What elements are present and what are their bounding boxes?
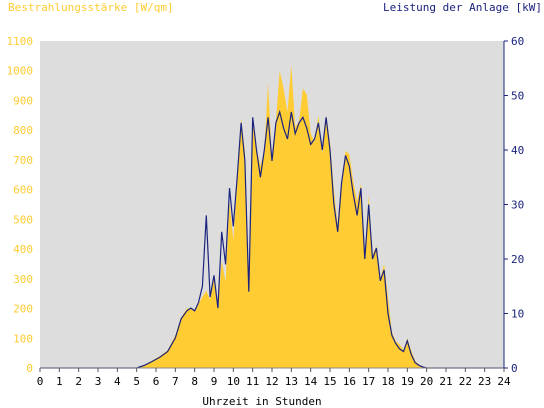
x-tick-label: 15 [323,375,336,388]
right-tick-label: 50 [511,90,524,103]
x-axis-title: Uhrzeit in Stunden [202,395,321,408]
x-tick-label: 22 [459,375,472,388]
x-axis-ticks: 0 1 2 3 4 5 6 7 8 9 10 11 12 13 14 15 16 17 18 19 20 21 22 23 24 [37,368,511,388]
left-axis-ticks: 0 100 200 300 400 500 600 700 800 900 1000 1100 [7,35,34,375]
x-tick-label: 16 [343,375,356,388]
right-tick-label: 20 [511,253,524,266]
left-tick-label: 1100 [7,35,34,48]
x-tick-label: 7 [172,375,179,388]
x-tick-label: 8 [191,375,198,388]
right-tick-label: 0 [511,362,518,375]
x-tick-label: 0 [37,375,44,388]
left-axis-title: Bestrahlungsstärke [W/qm] [8,1,174,14]
x-tick-label: 1 [56,375,63,388]
left-tick-label: 800 [13,124,33,137]
irradiance-series [136,64,431,369]
x-tick-label: 11 [246,375,259,388]
left-tick-label: 500 [13,213,33,226]
irradiance-area [136,64,431,369]
left-tick-label: 900 [13,94,33,107]
right-tick-label: 60 [511,35,524,48]
right-tick-label: 30 [511,199,524,212]
x-tick-label: 19 [401,375,414,388]
x-tick-label: 9 [211,375,218,388]
left-tick-label: 700 [13,154,33,167]
x-tick-label: 17 [362,375,375,388]
x-tick-label: 10 [227,375,240,388]
x-tick-label: 12 [265,375,278,388]
x-tick-label: 18 [381,375,394,388]
left-tick-label: 400 [13,243,33,256]
x-tick-label: 5 [133,375,140,388]
left-tick-label: 0 [26,362,33,375]
x-tick-label: 24 [497,375,511,388]
right-axis-ticks: 0 10 20 30 40 50 60 [504,35,524,375]
x-tick-label: 20 [420,375,433,388]
left-tick-label: 100 [13,332,33,345]
left-tick-label: 600 [13,184,33,197]
x-tick-label: 23 [478,375,491,388]
left-tick-label: 1000 [7,65,34,78]
x-tick-label: 6 [153,375,160,388]
left-tick-label: 200 [13,303,33,316]
right-axis-title: Leistung der Anlage [kW] [383,1,542,14]
x-tick-label: 21 [439,375,452,388]
x-tick-label: 13 [285,375,298,388]
right-tick-label: 10 [511,308,524,321]
left-tick-label: 300 [13,273,33,286]
x-tick-label: 3 [95,375,102,388]
right-tick-label: 40 [511,144,524,157]
power-series [40,109,504,369]
x-tick-label: 4 [114,375,121,388]
x-tick-label: 2 [75,375,82,388]
power-line [40,109,504,369]
x-tick-label: 14 [304,375,318,388]
